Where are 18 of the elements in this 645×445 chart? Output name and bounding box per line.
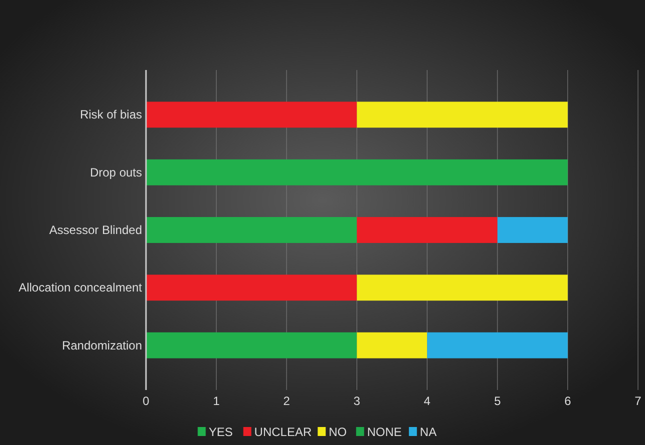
legend-label: NA (420, 425, 437, 439)
y-tick-label: Assessor Blinded (49, 223, 142, 237)
x-tick-label: 3 (354, 394, 361, 408)
x-tick-label: 6 (564, 394, 572, 408)
legend-label: NO (328, 425, 347, 439)
x-tick-label: 4 (424, 394, 431, 408)
x-tick-label: 0 (142, 394, 150, 408)
legend-label: NONE (367, 425, 402, 439)
legend-label: UNCLEAR (254, 425, 312, 439)
y-tick-label: Allocation concealment (18, 280, 143, 295)
y-tick-label: Drop outs (90, 165, 142, 180)
x-tick-label: 5 (494, 394, 502, 408)
x-tick-label: 2 (283, 394, 290, 408)
legend-label: YES (208, 425, 233, 439)
x-tick-label: 1 (212, 394, 220, 408)
x-tick-label: 7 (634, 394, 642, 408)
y-tick-label: Randomization (62, 338, 142, 352)
y-tick-label: Risk of bias (80, 108, 142, 122)
